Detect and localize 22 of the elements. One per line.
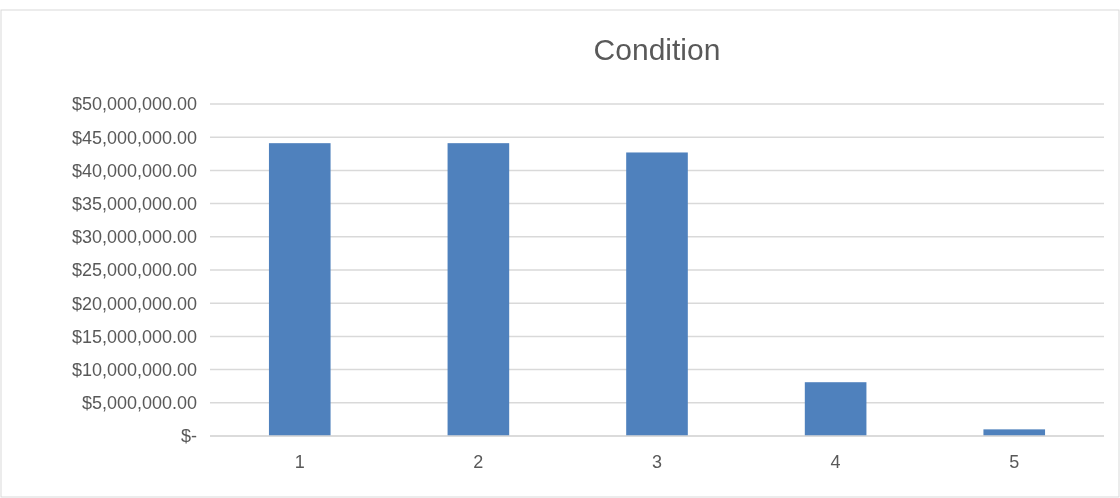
x-tick-label: 5 bbox=[1009, 452, 1020, 472]
y-tick-label: $20,000,000.00 bbox=[71, 293, 197, 314]
bar bbox=[804, 382, 867, 436]
y-tick-label: $25,000,000.00 bbox=[71, 260, 197, 281]
chart-title: Condition bbox=[593, 33, 721, 66]
y-tick-label: $45,000,000.00 bbox=[71, 127, 197, 148]
y-tick-label: $35,000,000.00 bbox=[71, 193, 197, 214]
x-tick-label: 4 bbox=[830, 452, 841, 472]
y-tick-label: $- bbox=[180, 426, 197, 447]
x-tick-label: 1 bbox=[294, 452, 305, 472]
y-tick-label: $30,000,000.00 bbox=[71, 227, 197, 248]
y-tick-label: $50,000,000.00 bbox=[71, 94, 197, 115]
y-tick-label: $5,000,000.00 bbox=[81, 393, 197, 414]
y-tick-label: $40,000,000.00 bbox=[71, 160, 197, 181]
y-tick-label: $15,000,000.00 bbox=[71, 326, 197, 347]
bar bbox=[447, 143, 510, 436]
y-tick-label: $10,000,000.00 bbox=[71, 359, 197, 380]
bar bbox=[626, 152, 688, 436]
bar bbox=[268, 143, 331, 436]
x-tick-label: 2 bbox=[473, 452, 484, 472]
x-tick-label: 3 bbox=[651, 452, 663, 472]
bar bbox=[983, 429, 1046, 436]
